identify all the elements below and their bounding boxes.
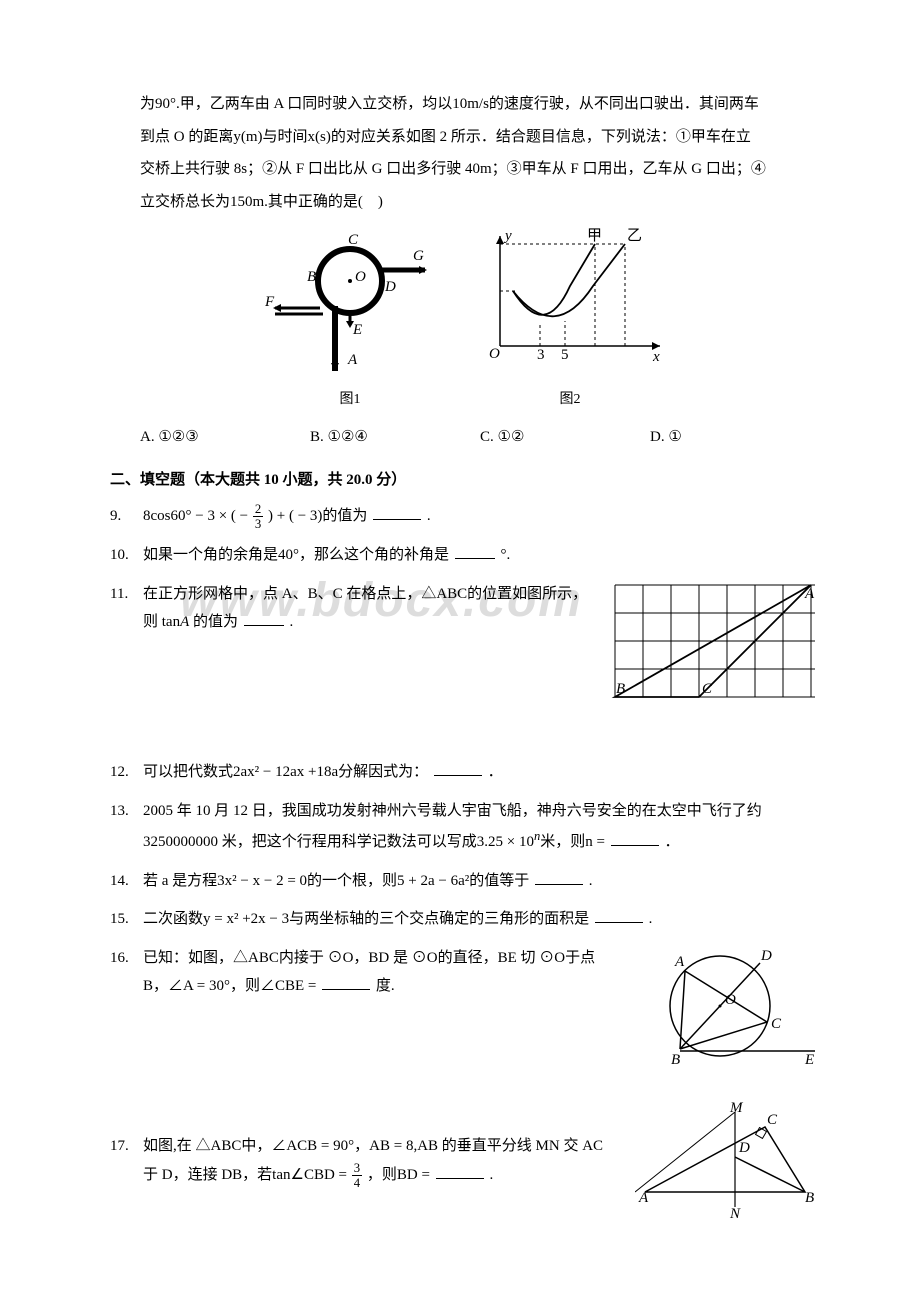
svg-text:B: B [616,681,625,697]
svg-text:D: D [384,279,396,295]
q12-number: 12. [110,758,143,787]
svg-text:B: B [805,1190,814,1206]
q11-blank[interactable] [244,610,284,627]
svg-text:C: C [771,1016,782,1032]
q14-tail: . [589,873,593,889]
svg-text:C: C [767,1112,778,1128]
q14-text: 若 a 是方程3x² − x − 2 = 0的一个根，则5 + 2a − 6a²… [143,873,529,889]
question-16: 16. A B C D E O 已知：如图，△ABC内接于 ⊙O， [110,944,820,1103]
question-17: 17. A B C D M N 如图,在 △ABC中，∠ACB = 90°，AB… [110,1132,820,1241]
svg-text:甲: 甲 [587,228,602,244]
q12-blank[interactable] [434,760,482,777]
svg-text:O: O [725,992,736,1008]
q13-line2: 3250000000 米，把这个行程用科学记数法可以写成3.25 × 10n米，… [143,825,820,857]
q8-line2: 到点 O 的距离y(m)与时间x(s)的对应关系如图 2 所示．结合题目信息，下… [110,123,820,152]
option-b[interactable]: B. ①②④ [310,423,480,452]
question-8-continued: 为90°.甲，乙两车由 A 口同时驶入立交桥，均以10m/s的速度行驶，从不同出… [110,90,820,452]
question-12: 12. 可以把代数式2ax² − 12ax +18a分解因式为： ． [110,758,820,787]
svg-text:A: A [347,352,358,368]
q12-text: 可以把代数式2ax² − 12ax +18a分解因式为： [143,764,428,780]
q8-fig2-caption: 图2 [475,387,665,414]
section-2-header: 二、填空题（本大题共 10 小题，共 20.0 分） [110,466,820,495]
question-13: 13. 2005 年 10 月 12 日，我国成功发射神州六号载人宇宙飞船，神舟… [110,797,820,857]
q8-options: A. ①②③ B. ①②④ C. ①② D. ① [110,423,820,452]
q8-line3: 交桥上共行驶 8s；②从 F 口出比从 G 口出多行驶 40m；③甲车从 F 口… [110,155,820,184]
svg-text:y: y [503,228,512,244]
svg-text:乙: 乙 [627,228,642,244]
svg-text:5: 5 [561,347,569,363]
svg-text:D: D [760,948,772,964]
option-a[interactable]: A. ①②③ [140,423,310,452]
q13-blank[interactable] [611,830,659,847]
q9-text-prefix: 8cos60° − 3 × ( − [143,508,248,524]
q11-figure: A B C [610,580,820,711]
svg-text:B: B [307,269,316,285]
question-10: 10. 如果一个角的余角是40°，那么这个角的补角是 °. [110,541,820,570]
q9-text-suffix: ) + ( − 3)的值为 [268,508,367,524]
q17-number: 17. [110,1132,143,1161]
q16-figure: A B C D E O [645,944,820,1095]
q9-tail: . [427,508,431,524]
q13-line1: 2005 年 10 月 12 日，我国成功发射神州六号载人宇宙飞船，神舟六号安全… [143,797,820,826]
svg-text:M: M [729,1102,744,1116]
q11-number: 11. [110,580,143,609]
q10-tail: °. [501,547,511,563]
q15-blank[interactable] [595,907,643,924]
question-11: 11. A [110,580,820,719]
svg-text:G: G [413,248,424,264]
q10-blank[interactable] [455,543,495,560]
q8-figure2: y x O 3 5 甲 乙 图2 [475,226,665,413]
q9-fraction: 2 3 [253,502,263,531]
svg-text:F: F [265,294,275,310]
svg-text:C: C [702,681,713,697]
q16-number: 16. [110,944,143,973]
svg-text:A: A [804,586,815,602]
svg-text:N: N [729,1206,741,1222]
question-14: 14. 若 a 是方程3x² − x − 2 = 0的一个根，则5 + 2a −… [110,867,820,896]
q15-tail: . [649,911,653,927]
q8-line4: 立交桥总长为150m.其中正确的是( ) [110,188,820,217]
svg-text:A: A [638,1190,649,1206]
svg-text:x: x [652,349,660,365]
q15-number: 15. [110,905,143,934]
q16-blank[interactable] [322,974,370,991]
q12-tail: ． [488,764,503,780]
q9-number: 9. [110,502,143,531]
q8-figures: A B C D E F G O 图1 [110,226,820,413]
option-d[interactable]: D. ① [650,423,820,452]
q10-text: 如果一个角的余角是40°，那么这个角的补角是 [143,547,449,563]
option-c[interactable]: C. ①② [480,423,650,452]
svg-text:O: O [489,346,500,362]
q10-number: 10. [110,541,143,570]
q15-text: 二次函数y = x² +2x − 3与两坐标轴的三个交点确定的三角形的面积是 [143,911,589,927]
q17-blank[interactable] [436,1162,484,1179]
svg-text:B: B [671,1052,680,1068]
q17-fraction: 3 4 [352,1161,362,1190]
q17-figure: A B C D M N [635,1102,820,1233]
question-9: 9. 8cos60° − 3 × ( − 2 3 ) + ( − 3)的值为 . [110,502,820,531]
svg-text:3: 3 [537,347,545,363]
svg-text:E: E [804,1052,814,1068]
q8-fig1-caption: 图1 [265,387,435,414]
svg-text:E: E [352,322,362,338]
q13-number: 13. [110,797,143,826]
q8-line1: 为90°.甲，乙两车由 A 口同时驶入立交桥，均以10m/s的速度行驶，从不同出… [110,90,820,119]
q14-blank[interactable] [535,868,583,885]
svg-text:C: C [348,232,359,248]
q14-number: 14. [110,867,143,896]
q8-figure1: A B C D E F G O 图1 [265,226,435,413]
q9-blank[interactable] [373,504,421,521]
svg-text:A: A [674,954,685,970]
svg-text:O: O [355,269,366,285]
question-15: 15. 二次函数y = x² +2x − 3与两坐标轴的三个交点确定的三角形的面… [110,905,820,934]
svg-text:D: D [738,1140,750,1156]
